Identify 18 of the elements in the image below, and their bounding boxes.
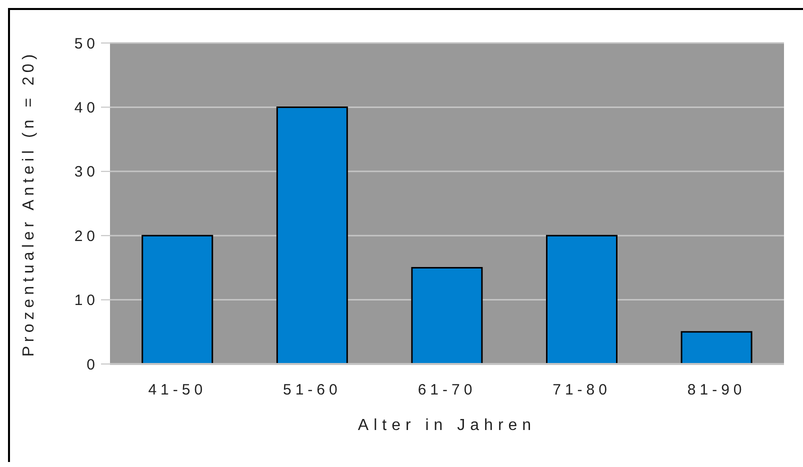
bar bbox=[546, 234, 618, 364]
x-tick-label: 51-60 bbox=[283, 382, 342, 399]
y-tick-label: 0 bbox=[86, 356, 99, 374]
x-tick-label: 81-90 bbox=[687, 382, 746, 399]
x-tick-label: 61-70 bbox=[418, 382, 476, 399]
bar bbox=[680, 331, 752, 364]
bar bbox=[411, 266, 483, 364]
x-tick-label: 71-80 bbox=[552, 382, 611, 399]
y-tick-label: 50 bbox=[74, 35, 99, 52]
x-axis-title: Alter in Jahren bbox=[358, 417, 536, 434]
bar bbox=[142, 234, 214, 364]
x-tick-label: 41-50 bbox=[148, 382, 207, 399]
y-tick-label: 30 bbox=[74, 164, 99, 181]
y-tick-label: 10 bbox=[74, 292, 99, 310]
y-tick-label: 20 bbox=[74, 228, 99, 245]
y-tick-label: 40 bbox=[74, 100, 99, 117]
y-axis-title: Prozentualer Anteil (n = 20) bbox=[20, 50, 38, 357]
bar bbox=[276, 106, 348, 364]
